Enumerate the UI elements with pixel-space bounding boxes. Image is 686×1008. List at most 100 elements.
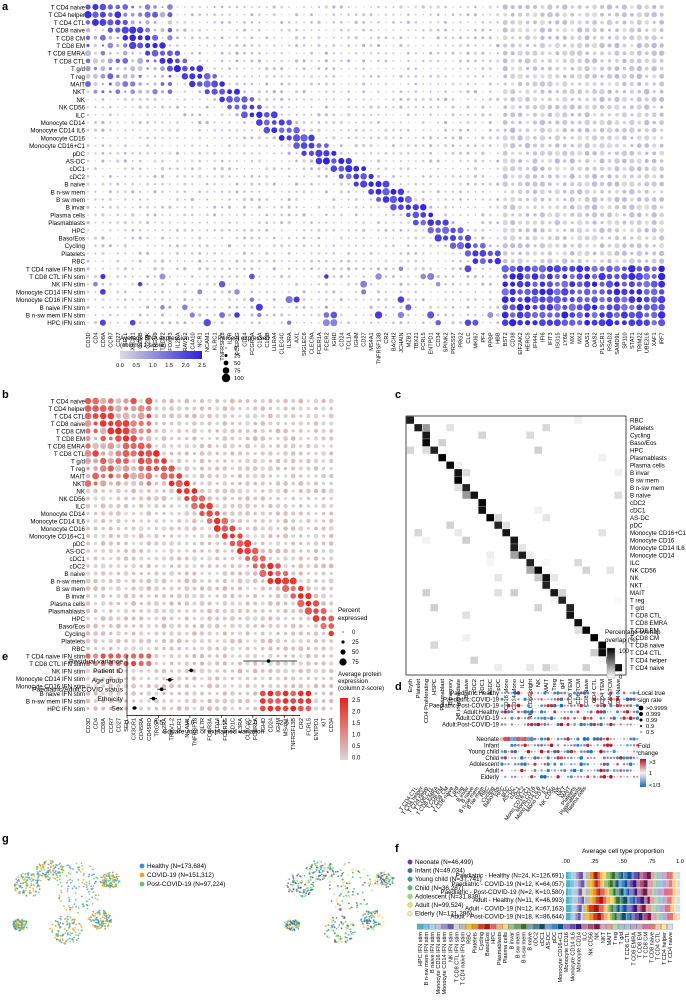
dot	[275, 601, 281, 606]
dot	[235, 36, 239, 40]
dot	[563, 159, 567, 163]
dot	[362, 260, 365, 262]
dot	[280, 75, 283, 78]
dot	[138, 653, 144, 659]
dot	[213, 13, 216, 16]
dot	[489, 105, 492, 109]
dot	[175, 151, 180, 155]
dot	[532, 235, 538, 241]
dot	[415, 29, 417, 31]
dot	[452, 44, 454, 47]
dot	[235, 182, 239, 186]
dot	[223, 451, 227, 456]
dot	[399, 121, 403, 124]
dot	[276, 519, 280, 523]
dot	[291, 646, 296, 651]
dot	[260, 624, 265, 628]
dot	[384, 51, 388, 55]
dot	[276, 631, 280, 636]
dot	[215, 436, 219, 441]
dot	[584, 58, 590, 64]
dot	[562, 304, 568, 310]
dot	[100, 73, 106, 79]
dot	[287, 220, 291, 225]
dot	[488, 113, 492, 117]
dot	[563, 74, 567, 79]
col-label: gdT	[560, 679, 566, 689]
dot	[302, 305, 306, 309]
dot	[184, 121, 186, 124]
dot	[154, 114, 156, 116]
dot	[459, 314, 462, 316]
dot	[321, 684, 326, 688]
dot	[599, 227, 605, 233]
gene-label: TRAV1-2	[183, 332, 189, 355]
dot	[268, 519, 273, 523]
dot	[317, 5, 321, 9]
dot	[175, 321, 179, 325]
row-label: Monocyte CD16	[41, 526, 86, 533]
dot	[153, 465, 160, 472]
heat-cell	[462, 469, 470, 477]
dot	[354, 36, 358, 40]
dot	[636, 204, 643, 210]
dot	[160, 472, 168, 480]
dot	[313, 593, 319, 599]
dot	[131, 488, 136, 494]
dot	[199, 198, 201, 201]
dot	[644, 159, 649, 163]
dot	[161, 21, 164, 24]
dot	[176, 638, 182, 644]
dot	[332, 260, 335, 262]
dot	[222, 503, 227, 509]
dot	[570, 12, 575, 17]
gene-label: ENTPD1	[429, 332, 435, 354]
dot	[503, 43, 508, 48]
dot	[362, 228, 366, 232]
dot	[517, 112, 523, 117]
dot	[131, 669, 136, 673]
dot	[449, 242, 457, 249]
dot	[280, 221, 284, 225]
dot	[268, 459, 273, 463]
dot	[154, 421, 159, 426]
dot	[407, 182, 410, 186]
dot	[459, 259, 462, 263]
dot	[222, 413, 228, 419]
dot	[222, 488, 228, 494]
dot	[139, 624, 144, 628]
dot	[370, 59, 373, 62]
dot	[287, 151, 291, 155]
dot	[245, 399, 250, 403]
dot	[430, 260, 432, 262]
dot	[355, 321, 358, 324]
dot	[310, 97, 313, 101]
dot	[145, 27, 151, 33]
dot	[206, 167, 208, 170]
dot	[370, 275, 372, 278]
heat-cell	[534, 446, 542, 454]
dot	[474, 5, 477, 9]
dot	[94, 167, 97, 171]
dot	[429, 121, 432, 124]
dot	[377, 13, 380, 16]
dot	[131, 534, 136, 538]
dot	[168, 74, 172, 78]
dot	[93, 236, 98, 240]
dot	[237, 563, 243, 569]
dot	[146, 244, 149, 247]
dot	[214, 698, 220, 704]
dot	[273, 275, 276, 278]
dot	[116, 706, 121, 711]
dot	[385, 21, 387, 24]
dot	[191, 129, 193, 131]
dot	[354, 282, 358, 286]
dot	[502, 135, 508, 141]
dot	[207, 698, 212, 704]
dot	[131, 691, 136, 696]
dot	[584, 27, 590, 33]
dot	[243, 82, 246, 86]
dot	[306, 429, 310, 433]
dot	[236, 160, 238, 162]
dot	[377, 152, 380, 155]
